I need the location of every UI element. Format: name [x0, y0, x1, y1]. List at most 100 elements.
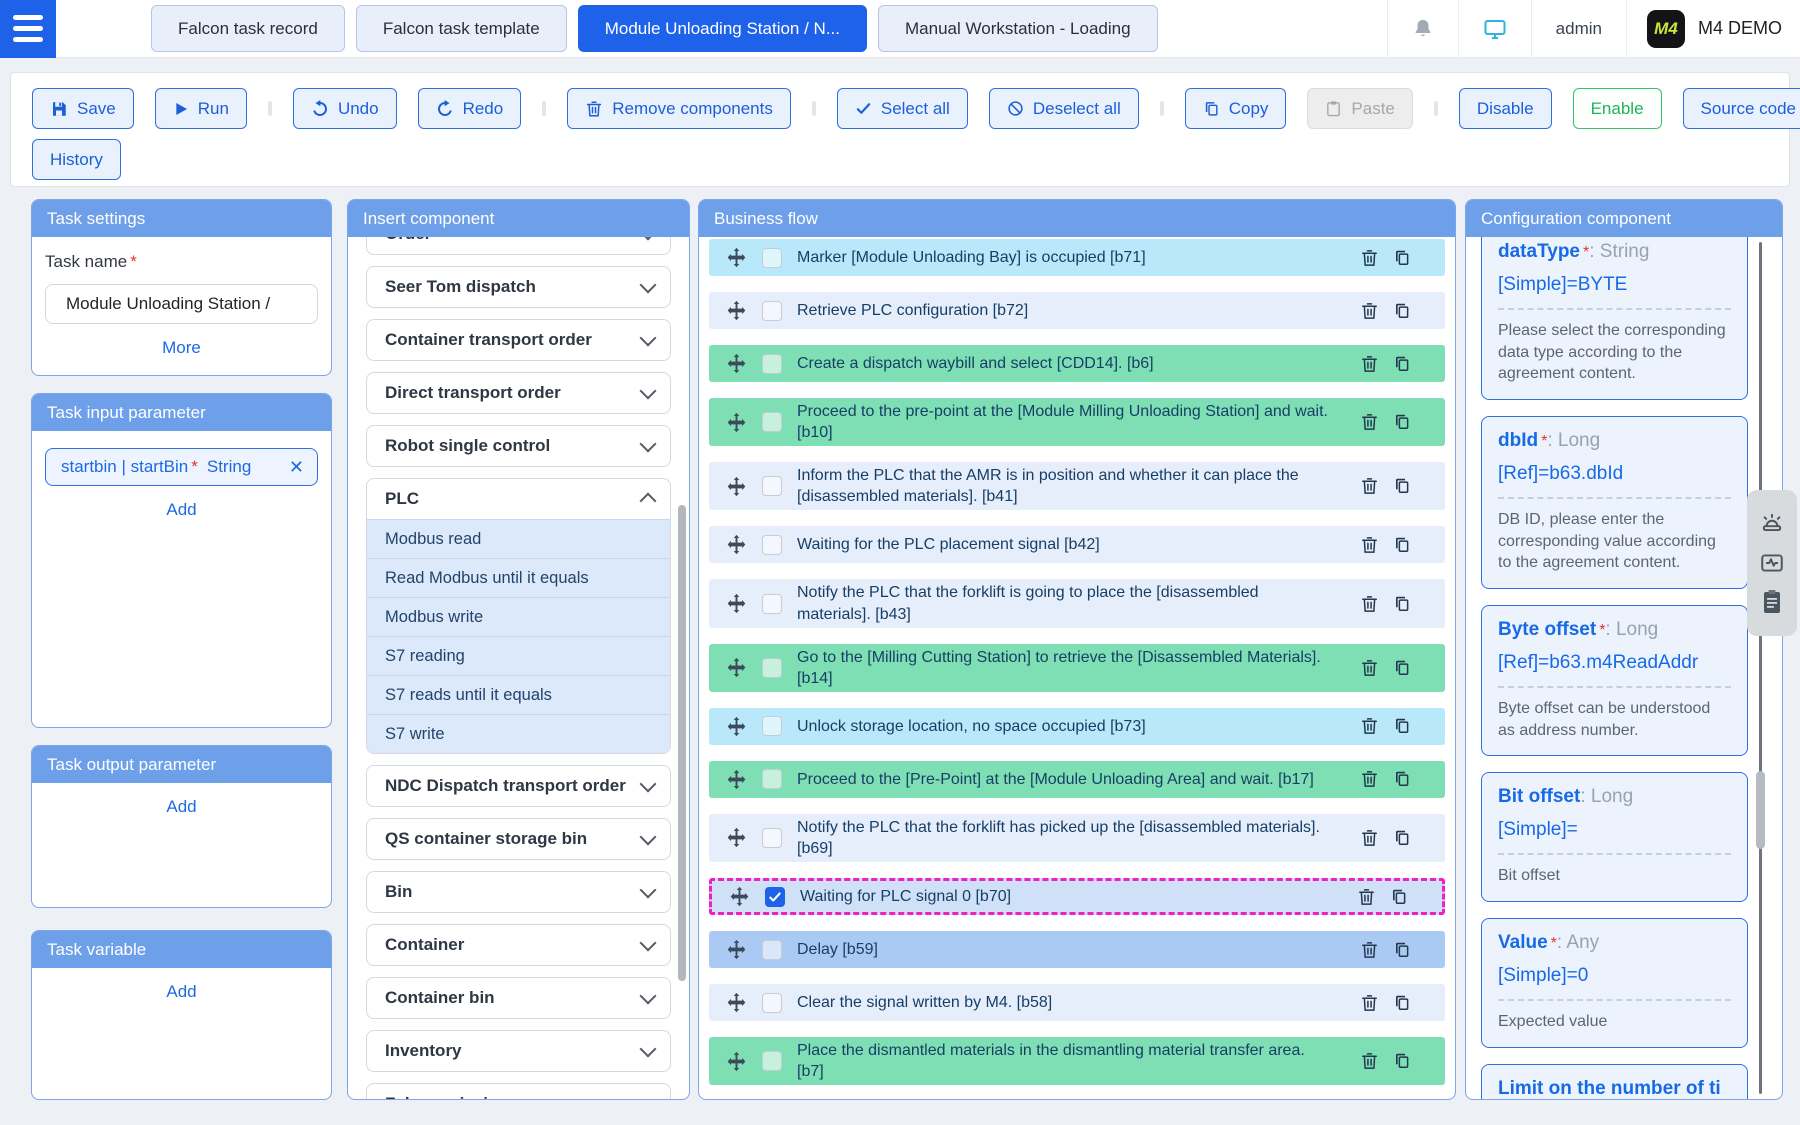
- monitor-icon[interactable]: [1459, 17, 1531, 41]
- flow-row[interactable]: Waiting for PLC signal 0 [b70]: [709, 878, 1445, 916]
- component-group-header[interactable]: NDC Dispatch transport order: [367, 766, 670, 806]
- toolbar-button[interactable]: Deselect all: [988, 88, 1139, 129]
- more-link[interactable]: More: [162, 338, 201, 357]
- config-field-card[interactable]: dataType *: String [Simple]=BYTE Please s…: [1481, 237, 1748, 400]
- delete-row-icon[interactable]: [1360, 993, 1379, 1012]
- row-checkbox[interactable]: [762, 769, 782, 790]
- delete-row-icon[interactable]: [1360, 535, 1379, 554]
- flow-row[interactable]: Go to the [Milling Cutting Station] to r…: [709, 643, 1445, 692]
- toolbar-button[interactable]: Select all: [836, 88, 968, 129]
- config-scrollbar-track[interactable]: [1759, 242, 1762, 1094]
- config-field-card[interactable]: Value *: Any [Simple]=0 Expected value: [1481, 918, 1748, 1048]
- user-name[interactable]: admin: [1555, 18, 1602, 38]
- clipboard-icon[interactable]: [1760, 589, 1784, 615]
- row-checkbox[interactable]: [762, 939, 782, 960]
- task-name-input[interactable]: Module Unloading Station /: [45, 284, 318, 324]
- component-item[interactable]: Read Modbus until it equals: [367, 558, 670, 597]
- delete-row-icon[interactable]: [1360, 770, 1379, 789]
- component-item[interactable]: Modbus write: [367, 597, 670, 636]
- config-field-value[interactable]: [Simple]=: [1498, 819, 1578, 841]
- drag-handle-icon[interactable]: [726, 992, 747, 1013]
- drag-handle-icon[interactable]: [726, 593, 747, 614]
- drag-handle-icon[interactable]: [726, 412, 747, 433]
- monitor-pulse-icon[interactable]: [1759, 550, 1785, 576]
- config-field-value[interactable]: [Simple]=0: [1498, 965, 1589, 987]
- add-variable-link[interactable]: Add: [166, 982, 197, 1001]
- menu-icon[interactable]: [0, 0, 56, 58]
- delete-row-icon[interactable]: [1360, 301, 1379, 320]
- toolbar-button[interactable]: Disable: [1458, 88, 1552, 129]
- flow-row[interactable]: Proceed to the [Pre-Point] at the [Modul…: [709, 760, 1445, 798]
- config-field-card[interactable]: Limit on the number of times the read va…: [1481, 1063, 1748, 1099]
- copy-row-icon[interactable]: [1393, 594, 1411, 613]
- config-field-card[interactable]: dbId *: Long [Ref]=b63.dbId DB ID, please…: [1481, 415, 1748, 589]
- component-group-header[interactable]: Falcon mission: [367, 1084, 670, 1099]
- component-item[interactable]: Modbus read: [367, 519, 670, 558]
- copy-row-icon[interactable]: [1393, 658, 1411, 677]
- copy-row-icon[interactable]: [1393, 717, 1411, 736]
- drag-handle-icon[interactable]: [726, 247, 747, 268]
- delete-row-icon[interactable]: [1360, 248, 1379, 267]
- delete-row-icon[interactable]: [1360, 828, 1379, 847]
- row-checkbox[interactable]: [762, 534, 782, 555]
- toolbar-button[interactable]: Copy: [1184, 88, 1287, 129]
- drag-handle-icon[interactable]: [726, 716, 747, 737]
- row-checkbox[interactable]: [762, 1051, 782, 1072]
- tab[interactable]: Falcon task template: [355, 5, 567, 52]
- flow-row[interactable]: Notify the PLC that the forklift is goin…: [709, 579, 1445, 628]
- bell-icon[interactable]: [1388, 18, 1458, 40]
- drag-handle-icon[interactable]: [726, 353, 747, 374]
- copy-row-icon[interactable]: [1393, 301, 1411, 320]
- remove-param-icon[interactable]: ✕: [288, 456, 304, 477]
- copy-row-icon[interactable]: [1393, 248, 1411, 267]
- flow-row[interactable]: Proceed to the pre-point at the [Module …: [709, 398, 1445, 447]
- flow-row[interactable]: Unlock storage location, no space occupi…: [709, 707, 1445, 745]
- copy-row-icon[interactable]: [1393, 828, 1411, 847]
- config-field-card[interactable]: Bit offset: Long [Simple]= Bit offset: [1481, 772, 1748, 903]
- component-group-header[interactable]: Seer Tom dispatch: [367, 267, 670, 307]
- toolbar-button[interactable]: Source code: [1682, 88, 1800, 129]
- toolbar-button[interactable]: Undo: [292, 88, 397, 129]
- toolbar-button[interactable]: Enable: [1572, 88, 1662, 129]
- copy-row-icon[interactable]: [1393, 354, 1411, 373]
- drag-handle-icon[interactable]: [726, 1051, 747, 1072]
- config-field-value[interactable]: [Ref]=b63.m4ReadAddr: [1498, 652, 1699, 674]
- component-group-header[interactable]: QS container storage bin: [367, 819, 670, 859]
- flow-row[interactable]: Waiting for the PLC placement signal [b4…: [709, 526, 1445, 564]
- alarm-icon[interactable]: [1759, 511, 1785, 537]
- component-group-header[interactable]: Inventory: [367, 1031, 670, 1071]
- copy-row-icon[interactable]: [1393, 535, 1411, 554]
- copy-row-icon[interactable]: [1390, 887, 1408, 906]
- drag-handle-icon[interactable]: [726, 657, 747, 678]
- toolbar-button[interactable]: Redo: [417, 88, 522, 129]
- delete-row-icon[interactable]: [1360, 594, 1379, 613]
- drag-handle-icon[interactable]: [726, 827, 747, 848]
- delete-row-icon[interactable]: [1360, 354, 1379, 373]
- flow-row[interactable]: Clear the signal written by M4. [b58]: [709, 984, 1445, 1022]
- row-checkbox[interactable]: [762, 412, 782, 433]
- delete-row-icon[interactable]: [1360, 413, 1379, 432]
- drag-handle-icon[interactable]: [729, 886, 750, 907]
- component-group-header[interactable]: Direct transport order: [367, 373, 670, 413]
- toolbar-button[interactable]: Save: [32, 88, 134, 129]
- toolbar-button[interactable]: History: [32, 139, 121, 180]
- flow-row[interactable]: Marker [Module Unloading Bay] is occupie…: [709, 239, 1445, 276]
- insert-scrollbar[interactable]: [678, 505, 686, 981]
- tab[interactable]: Module Unloading Station / N...: [577, 5, 868, 52]
- row-checkbox[interactable]: [762, 476, 782, 497]
- row-checkbox[interactable]: [762, 827, 782, 848]
- row-checkbox[interactable]: [762, 593, 782, 614]
- row-checkbox[interactable]: [762, 353, 782, 374]
- component-group-header[interactable]: Container: [367, 925, 670, 965]
- input-param-chip[interactable]: startbin | startBin * String ✕: [45, 448, 318, 486]
- delete-row-icon[interactable]: [1360, 717, 1379, 736]
- row-checkbox[interactable]: [762, 992, 782, 1013]
- copy-row-icon[interactable]: [1393, 993, 1411, 1012]
- row-checkbox[interactable]: [762, 247, 782, 268]
- add-input-param-link[interactable]: Add: [166, 500, 197, 519]
- delete-row-icon[interactable]: [1360, 1052, 1379, 1071]
- row-checkbox-checked[interactable]: [765, 886, 785, 907]
- component-item[interactable]: S7 reads until it equals: [367, 675, 670, 714]
- tab[interactable]: Manual Workstation - Loading: [878, 5, 1158, 52]
- toolbar-button[interactable]: Run: [154, 88, 247, 129]
